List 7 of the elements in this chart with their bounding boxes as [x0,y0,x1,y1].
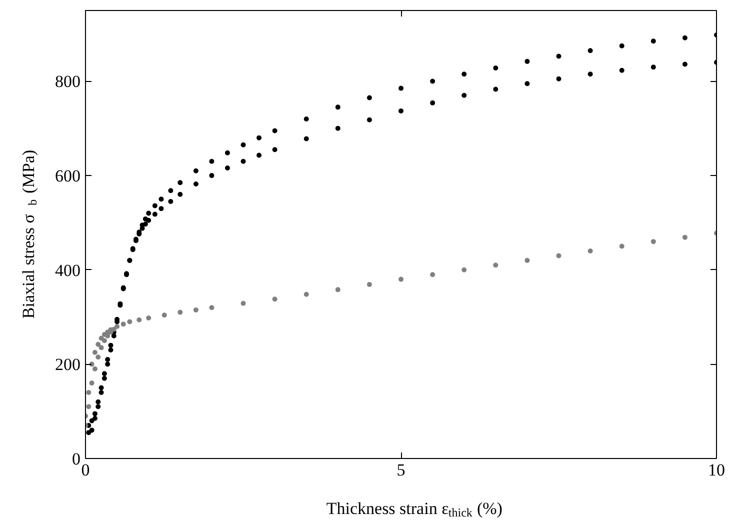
y-tick-label: 200 [55,355,80,374]
x-tick-label: 5 [396,460,406,480]
y-axis-title: Biaxial stress σb (MPa) [19,150,40,319]
y-tick-label: 600 [55,166,80,186]
x-tick-label: 10 [708,460,725,480]
y-tick-label: 800 [55,72,80,92]
y-tick-label: 400 [55,260,80,280]
